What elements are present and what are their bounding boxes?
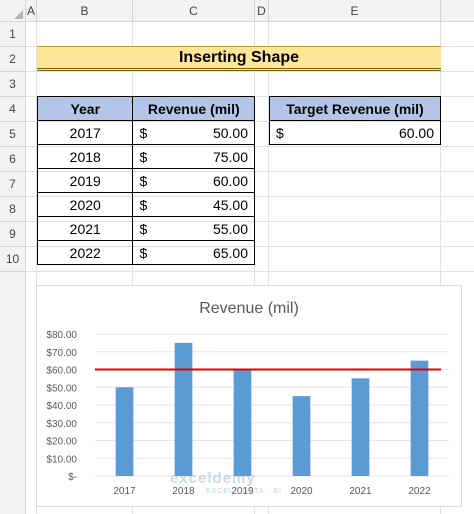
currency-symbol: $ [139, 220, 148, 237]
x-tick-label: 2017 [113, 486, 136, 497]
y-tick-label: $60.00 [46, 366, 77, 377]
revenue-cell[interactable]: $45.00 [132, 192, 255, 217]
target-value: 60.00 [398, 124, 434, 141]
year-cell[interactable]: 2021 [36, 216, 134, 241]
column-header-a[interactable]: A [26, 0, 37, 22]
title-cell[interactable]: Inserting Shape [37, 46, 441, 71]
row-header-blank [0, 272, 26, 514]
y-tick-label: $80.00 [46, 330, 77, 341]
select-all-triangle-icon [14, 10, 23, 19]
table-row: 2020 $45.00 [36, 192, 255, 217]
revenue-value: 45.00 [212, 196, 248, 213]
watermark: exceldemy [170, 470, 256, 487]
table-row: 2018 $75.00 [36, 144, 255, 169]
currency-symbol: $ [139, 172, 148, 189]
chart-bar [115, 387, 134, 476]
row-header-1[interactable]: 1 [0, 22, 26, 47]
year-cell[interactable]: 2020 [36, 192, 134, 217]
gridline [268, 22, 269, 514]
revenue-cell[interactable]: $75.00 [132, 144, 255, 169]
year-cell[interactable]: 2017 [36, 120, 134, 145]
y-tick-label: $20.00 [46, 437, 77, 448]
row-header-4[interactable]: 4 [0, 97, 26, 122]
x-tick-label: 2020 [290, 486, 313, 497]
y-tick-label: $50.00 [46, 383, 77, 394]
currency-symbol: $ [139, 124, 148, 141]
x-tick-label: 2022 [408, 486, 431, 497]
gridline [254, 22, 255, 514]
revenue-value: 75.00 [212, 148, 248, 165]
row-header-10[interactable]: 10 [0, 247, 26, 272]
year-cell[interactable]: 2019 [36, 168, 134, 193]
y-tick-label: $- [68, 472, 77, 483]
x-tick-label: 2019 [231, 486, 254, 497]
row-header-8[interactable]: 8 [0, 197, 26, 222]
revenue-value: 50.00 [212, 124, 248, 141]
revenue-cell[interactable]: $65.00 [132, 240, 255, 265]
column-header-d[interactable]: D [255, 0, 269, 22]
gridline [440, 22, 441, 514]
select-all-corner[interactable] [0, 0, 26, 22]
target-table: Target Revenue (mil) $60.00 [269, 96, 441, 145]
row-header-3[interactable]: 3 [0, 72, 26, 97]
year-cell[interactable]: 2018 [36, 144, 134, 169]
table-row: 2017 $50.00 [36, 120, 255, 145]
y-tick-label: $10.00 [46, 454, 77, 465]
revenue-chart[interactable]: Revenue (mil) $- $10.00 $20.00 $30.00 $40.00 $… [36, 285, 462, 507]
chart-bar [233, 369, 252, 476]
watermark-tagline: EXCEL · DATA · BI [206, 488, 282, 495]
currency-symbol: $ [139, 148, 148, 165]
table-row: 2019 $60.00 [36, 168, 255, 193]
x-tick-label: 2018 [172, 486, 195, 497]
column-header-c[interactable]: C [133, 0, 255, 22]
row-header-6[interactable]: 6 [0, 147, 26, 172]
revenue-cell[interactable]: $60.00 [132, 168, 255, 193]
chart-canvas: Revenue (mil) $- $10.00 $20.00 $30.00 $40.00 $… [46, 300, 449, 497]
row-header-9[interactable]: 9 [0, 222, 26, 247]
row-header-5[interactable]: 5 [0, 122, 26, 147]
row-header-7[interactable]: 7 [0, 172, 26, 197]
column-header-f[interactable] [441, 0, 474, 22]
table-row: 2022 $65.00 [36, 240, 255, 265]
revenue-cell[interactable]: $55.00 [132, 216, 255, 241]
chart-bar [410, 360, 429, 476]
y-tick-label: $30.00 [46, 419, 77, 430]
chart-bar [351, 378, 370, 476]
revenue-table: Year Revenue (mil) 2017 $50.00 2018 $75.… [36, 96, 255, 265]
header-year[interactable]: Year [36, 96, 134, 121]
currency-symbol: $ [139, 196, 148, 213]
target-cell[interactable]: $60.00 [269, 120, 441, 145]
revenue-cell[interactable]: $50.00 [132, 120, 255, 145]
currency-symbol: $ [276, 124, 284, 141]
revenue-value: 65.00 [212, 244, 248, 261]
y-tick-label: $40.00 [46, 401, 77, 412]
x-tick-label: 2021 [349, 486, 372, 497]
revenue-value: 55.00 [212, 220, 248, 237]
currency-symbol: $ [139, 244, 148, 261]
gridline [132, 22, 133, 514]
table-row: 2021 $55.00 [36, 216, 255, 241]
chart-bar [174, 342, 193, 476]
column-header-b[interactable]: B [37, 0, 133, 22]
year-cell[interactable]: 2022 [36, 240, 134, 265]
gridline [36, 22, 37, 514]
row-header-2[interactable]: 2 [0, 47, 26, 72]
y-tick-label: $70.00 [46, 348, 77, 359]
column-header-e[interactable]: E [269, 0, 441, 22]
chart-title: Revenue (mil) [199, 300, 299, 317]
header-target-revenue[interactable]: Target Revenue (mil) [269, 96, 441, 121]
gridline [26, 271, 474, 272]
chart-bar [292, 396, 311, 476]
table-row: $60.00 [269, 120, 441, 145]
header-revenue[interactable]: Revenue (mil) [132, 96, 255, 121]
gridline [26, 71, 474, 72]
revenue-value: 60.00 [212, 172, 248, 189]
